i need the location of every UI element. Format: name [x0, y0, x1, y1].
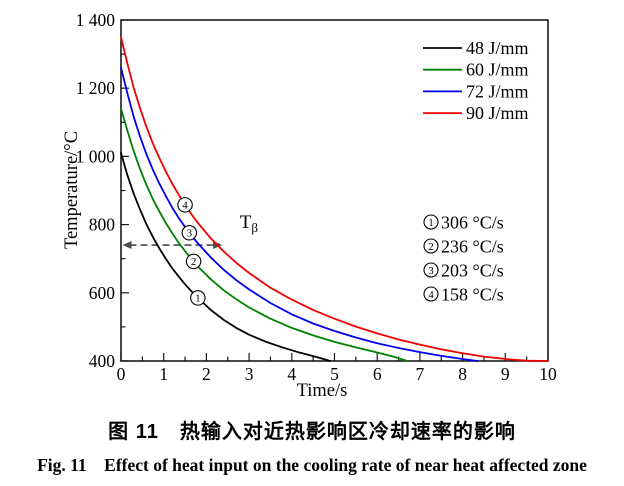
- annotation-rate-2: 236 °C/s: [441, 237, 504, 257]
- legend-label-3: 90 J/mm: [466, 103, 529, 123]
- annotation-number-3: 3: [428, 265, 434, 277]
- annotation-circle-2: [423, 238, 439, 254]
- annotation-rate-1: 306 °C/s: [441, 213, 504, 233]
- annotation-rate-3: 203 °C/s: [441, 261, 504, 281]
- annotation-circle-4: [423, 286, 439, 302]
- x-tick-label: 3: [245, 364, 254, 384]
- x-tick-label: 7: [416, 364, 425, 384]
- y-tick-label: 600: [89, 283, 116, 303]
- y-tick-label: 1 400: [76, 10, 116, 30]
- x-tick-label: 6: [373, 364, 382, 384]
- annotation-rate-4: 158 °C/s: [441, 285, 504, 305]
- y-tick-label: 1 200: [76, 78, 116, 98]
- y-axis-title: Temperature/°C: [62, 131, 82, 249]
- annotation-circle-1: [423, 214, 439, 230]
- curve-marker-circle-3: [181, 225, 198, 241]
- x-axis-title: Time/s: [297, 381, 348, 401]
- series-line-2: [120, 66, 479, 362]
- x-tick-label: 5: [330, 364, 339, 384]
- curve-marker-number-4: 4: [182, 200, 188, 212]
- arrowhead-left: [122, 241, 132, 250]
- annotation-number-1: 1: [428, 217, 434, 229]
- annotation-number-2: 2: [428, 241, 434, 253]
- beta-transus-label: Tβ: [240, 212, 259, 235]
- curve-marker-circle-4: [177, 197, 193, 213]
- x-tick-label: 8: [458, 364, 467, 384]
- x-tick-label: 9: [501, 364, 510, 384]
- legend-label-0: 48 J/mm: [466, 38, 529, 58]
- legend-label-1: 60 J/mm: [466, 60, 529, 80]
- caption-zh: 图 11 热输入对近热影响区冷却速率的影响: [108, 421, 516, 443]
- x-tick-label: 0: [117, 364, 126, 384]
- annotation-number-4: 4: [428, 289, 434, 301]
- series-line-0: [120, 152, 332, 362]
- caption-en: Fig. 11 Effect of heat input on the cool…: [37, 455, 587, 475]
- series-line-3: [120, 36, 549, 362]
- y-tick-label: 800: [89, 215, 116, 235]
- curve-marker-circle-1: [190, 290, 206, 306]
- x-tick-label: 2: [202, 364, 211, 384]
- y-tick-label: 1 000: [76, 146, 116, 166]
- curve-marker-number-1: 1: [195, 293, 201, 305]
- series-line-1: [120, 107, 409, 362]
- x-tick-label: 1: [159, 364, 168, 384]
- x-tick-label: 4: [287, 364, 296, 384]
- curve-marker-number-2: 2: [191, 256, 197, 268]
- y-tick-label: 400: [89, 351, 116, 371]
- annotation-circle-3: [423, 262, 439, 278]
- curve-marker-number-3: 3: [187, 228, 193, 240]
- x-tick-label: 10: [539, 364, 557, 384]
- curve-marker-circle-2: [185, 253, 202, 270]
- legend-label-2: 72 J/mm: [466, 81, 529, 101]
